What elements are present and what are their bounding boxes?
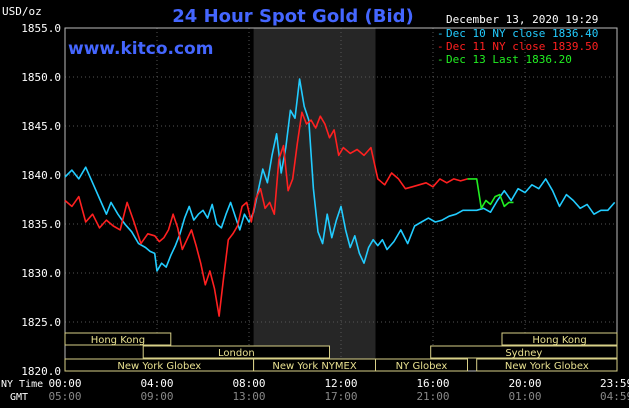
session-label: NY Globex bbox=[396, 361, 448, 372]
legend-marker: - bbox=[437, 27, 444, 40]
legend-entry: Dec 11 NY close 1839.50 bbox=[446, 40, 598, 53]
legend-marker: - bbox=[437, 53, 444, 66]
session-bar bbox=[375, 358, 468, 372]
x-tick-label-gmt: 17:00 bbox=[324, 390, 357, 403]
session-bar bbox=[430, 345, 618, 359]
y-tick-label: 1835.0 bbox=[21, 218, 61, 231]
session-bar bbox=[476, 358, 618, 372]
session-bar bbox=[501, 332, 618, 346]
x-tick-label-gmt: 01:00 bbox=[508, 390, 541, 403]
session-bar bbox=[64, 332, 172, 346]
y-tick-label: 1845.0 bbox=[21, 120, 61, 133]
series-line-dec-11 bbox=[64, 111, 468, 317]
ny-time-row-label: NY Time bbox=[1, 379, 43, 390]
chart-title: 24 Hour Spot Gold (Bid) bbox=[172, 6, 413, 27]
y-tick-label: 1850.0 bbox=[21, 71, 61, 84]
x-tick-label-ny: 20:00 bbox=[508, 377, 541, 390]
session-label: Sydney bbox=[505, 348, 542, 359]
legend-entry: Dec 13 Last 1836.20 bbox=[446, 53, 572, 66]
watermark: www.kitco.com bbox=[68, 39, 213, 59]
x-tick-label-ny: 00:00 bbox=[48, 377, 81, 390]
x-tick-label-gmt: 13:00 bbox=[232, 390, 265, 403]
x-tick-label-ny: 16:00 bbox=[416, 377, 449, 390]
session-label: Hong Kong bbox=[532, 335, 586, 346]
session-label: New York Globex bbox=[117, 361, 201, 372]
legend-marker: - bbox=[437, 40, 444, 53]
y-tick-label: 1840.0 bbox=[21, 169, 61, 182]
market-sessions: Hong Kong Hong Kong London Sydney New York G… bbox=[64, 332, 618, 372]
y-tick-label: 1825.0 bbox=[21, 316, 61, 329]
y-axis-ticks: 1855.0 1850.0 1845.0 1840.0 1835.0 1830.0 1825… bbox=[21, 22, 61, 378]
x-tick-label-gmt: 09:00 bbox=[140, 390, 173, 403]
series-line-dec-13 bbox=[467, 178, 514, 210]
legend-entry: Dec 10 NY close 1836.40 bbox=[446, 27, 598, 40]
y-tick-label: 1820.0 bbox=[21, 365, 61, 378]
legend: - Dec 10 NY close 1836.40- Dec 11 NY close… bbox=[437, 27, 598, 66]
session-label: New York Globex bbox=[505, 361, 589, 372]
y-tick-label: 1830.0 bbox=[21, 267, 61, 280]
y-tick-label: 1855.0 bbox=[21, 22, 61, 35]
gmt-row-label: GMT bbox=[10, 392, 28, 403]
chart-date: December 13, 2020 19:29 bbox=[446, 13, 598, 26]
x-tick-label-gmt: 04:59 bbox=[600, 390, 629, 403]
x-tick-label-ny: 08:00 bbox=[232, 377, 265, 390]
session-label: London bbox=[218, 348, 255, 359]
session-bar bbox=[142, 345, 330, 359]
x-tick-label-gmt: 21:00 bbox=[416, 390, 449, 403]
session-label: Hong Kong bbox=[91, 335, 145, 346]
series-line-dec-10 bbox=[64, 78, 616, 272]
x-tick-label-gmt: 05:00 bbox=[48, 390, 81, 403]
session-label: New York NYMEX bbox=[272, 361, 357, 372]
x-tick-label-ny: 23:59 bbox=[600, 377, 629, 390]
price-series bbox=[64, 78, 616, 317]
x-tick-label-ny: 04:00 bbox=[140, 377, 173, 390]
x-tick-label-ny: 12:00 bbox=[324, 377, 357, 390]
y-axis-label: USD/oz bbox=[2, 5, 42, 18]
